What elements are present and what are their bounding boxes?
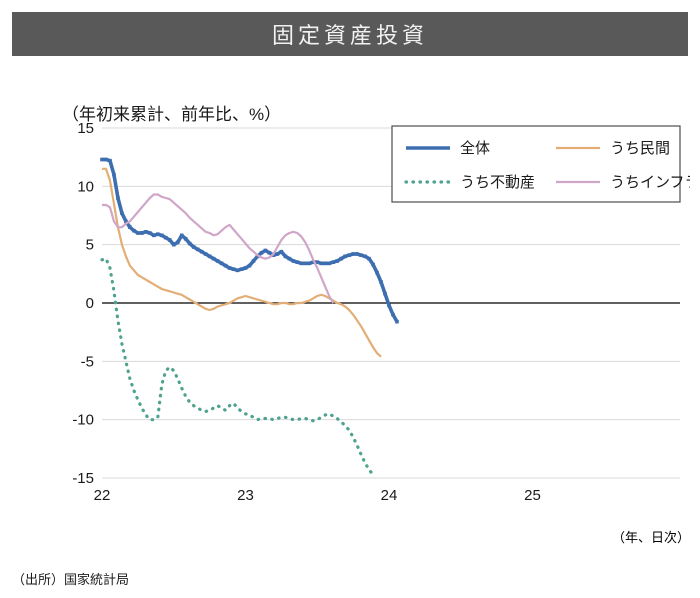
legend-label-infra: うちインフラ [610, 174, 690, 191]
series-marker-overall-10 [140, 231, 144, 235]
series-marker-overall-62 [347, 253, 351, 257]
legend-label-overall: 全体 [460, 139, 490, 157]
series-marker-overall-25 [200, 250, 204, 254]
series-marker-overall-71 [383, 292, 387, 296]
series-marker-overall-56 [323, 262, 327, 266]
series-marker-overall-70 [379, 280, 383, 284]
series-marker-overall-15 [160, 234, 164, 238]
series-marker-overall-22 [188, 242, 192, 246]
legend-label-real_estate: うち不動産 [460, 174, 535, 191]
series-marker-overall-37 [248, 264, 252, 268]
series-marker-overall-72 [387, 304, 391, 308]
series-marker-overall-55 [319, 262, 323, 266]
series-marker-overall-26 [204, 252, 208, 256]
chart-plot-area: 15 10 5 0 -5 -10 -15 22 23 24 25 全体 うち民間うち不動産 うちインフ… [62, 118, 690, 518]
series-marker-overall-35 [240, 267, 244, 271]
series-marker-overall-58 [331, 260, 335, 264]
series-line-private [102, 169, 381, 357]
series-marker-overall-45 [280, 250, 284, 254]
series-marker-overall-34 [236, 269, 240, 273]
series-marker-overall-65 [359, 253, 363, 257]
series-marker-overall-59 [335, 259, 339, 263]
x-axis-note: （年、日次） [612, 527, 690, 546]
series-marker-overall-28 [212, 257, 216, 261]
series-marker-overall-14 [156, 232, 160, 236]
series-marker-overall-67 [367, 257, 371, 261]
series-marker-overall-69 [375, 271, 379, 275]
series-marker-overall-63 [351, 252, 355, 256]
series-marker-overall-50 [300, 262, 304, 266]
series-marker-overall-13 [152, 234, 156, 238]
series-marker-overall-73 [391, 313, 395, 317]
series-marker-overall-68 [371, 263, 375, 267]
series-marker-overall-1 [104, 158, 108, 162]
source-note: （出所）国家統計局 [12, 569, 129, 588]
series-marker-overall-31 [224, 264, 228, 268]
series-marker-overall-61 [343, 255, 347, 259]
y-tick-label-15: 15 [77, 120, 94, 137]
series-marker-overall-0 [100, 158, 104, 162]
series-marker-overall-48 [292, 259, 296, 263]
y-tick-label--10: -10 [72, 412, 94, 429]
series-marker-overall-7 [128, 225, 132, 229]
series-marker-overall-9 [136, 231, 140, 235]
series-marker-overall-29 [216, 259, 220, 263]
y-tick-label--5: -5 [81, 353, 94, 370]
series-marker-overall-44 [276, 252, 280, 256]
series-marker-overall-8 [132, 229, 136, 233]
series-marker-overall-38 [252, 259, 256, 263]
series-marker-overall-42 [268, 251, 272, 255]
x-tick-label-23: 23 [237, 487, 254, 504]
y-tick-label-5: 5 [86, 237, 94, 254]
y-tick-label--15: -15 [72, 470, 94, 487]
series-marker-overall-18 [172, 243, 176, 247]
series-marker-overall-11 [144, 230, 148, 234]
series-line-infra [102, 195, 333, 304]
series-marker-overall-49 [296, 260, 300, 264]
series-marker-overall-51 [303, 262, 307, 266]
x-axis-ticks: 22 23 24 25 [94, 487, 541, 504]
series-marker-overall-30 [220, 262, 224, 266]
data-series [100, 158, 399, 475]
series-marker-overall-41 [264, 249, 268, 253]
series-marker-overall-19 [176, 241, 180, 245]
series-marker-overall-5 [120, 211, 124, 215]
series-marker-overall-47 [288, 257, 292, 261]
y-tick-label-10: 10 [77, 178, 94, 195]
series-marker-overall-64 [355, 252, 359, 256]
series-marker-overall-4 [116, 196, 120, 200]
series-marker-overall-46 [284, 255, 288, 259]
series-marker-overall-27 [208, 255, 212, 259]
series-marker-overall-60 [339, 257, 343, 261]
series-marker-overall-32 [228, 266, 232, 270]
series-marker-overall-33 [232, 267, 236, 271]
series-marker-overall-3 [112, 173, 116, 177]
series-marker-overall-16 [164, 236, 168, 240]
series-marker-overall-52 [307, 262, 311, 266]
series-marker-overall-36 [244, 266, 248, 270]
series-line-real_estate [102, 259, 373, 475]
series-marker-overall-24 [196, 248, 200, 252]
series-marker-overall-20 [180, 234, 184, 238]
x-tick-label-24: 24 [381, 487, 398, 504]
chart-title: 固定資産投資 [272, 18, 428, 50]
series-marker-overall-57 [327, 262, 331, 266]
series-marker-overall-17 [168, 238, 172, 242]
series-marker-overall-12 [148, 231, 152, 235]
series-marker-overall-2 [108, 159, 112, 163]
series-marker-overall-23 [192, 245, 196, 249]
series-marker-overall-40 [260, 251, 264, 255]
x-tick-label-25: 25 [524, 487, 541, 504]
series-marker-overall-74 [395, 320, 399, 324]
series-marker-overall-21 [184, 237, 188, 241]
legend-label-private: うち民間 [610, 140, 670, 157]
y-tick-label-0: 0 [86, 295, 94, 312]
series-marker-overall-66 [363, 255, 367, 259]
x-tick-label-22: 22 [94, 487, 111, 504]
chart-title-bar: 固定資産投資 [12, 12, 688, 56]
